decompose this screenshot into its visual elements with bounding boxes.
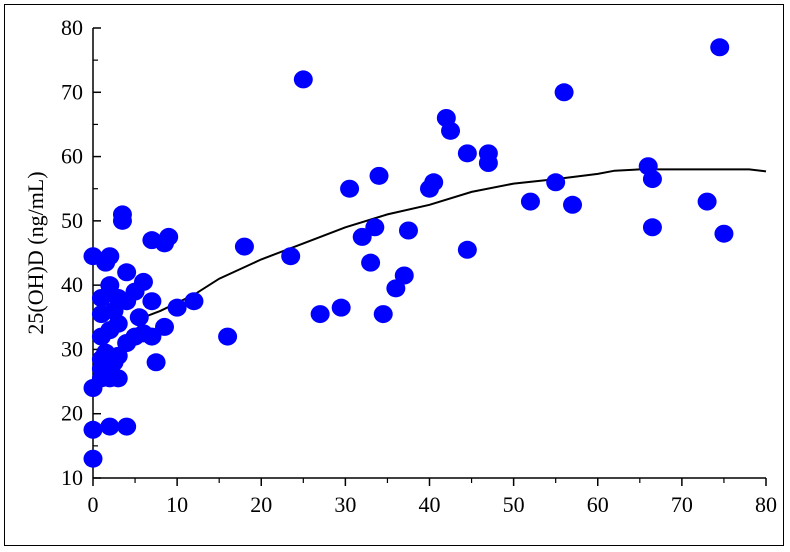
y-tick-label: 70 xyxy=(61,79,83,104)
y-axis: 10 20 30 40 50 60 70 80 xyxy=(61,15,101,490)
data-point xyxy=(108,314,128,333)
data-point xyxy=(146,353,166,372)
x-tick-label: 40 xyxy=(419,492,441,517)
data-point xyxy=(697,192,717,211)
data-point xyxy=(563,195,583,214)
data-point xyxy=(117,263,137,282)
data-point xyxy=(108,369,128,388)
data-point xyxy=(331,298,351,317)
data-point xyxy=(546,173,566,192)
data-point xyxy=(234,237,254,256)
x-tick-label: 30 xyxy=(334,492,356,517)
data-point xyxy=(91,289,111,307)
trend-curve-layer xyxy=(134,168,767,322)
data-point xyxy=(714,224,734,243)
data-point xyxy=(129,308,149,327)
y-tick-label: 10 xyxy=(61,465,83,490)
data-point xyxy=(100,247,120,266)
data-point xyxy=(83,449,103,468)
data-point xyxy=(365,218,385,237)
data-point xyxy=(710,38,730,57)
y-tick-label: 80 xyxy=(61,15,83,40)
x-tick-label: 20 xyxy=(250,492,272,517)
data-point xyxy=(218,327,238,346)
data-point xyxy=(352,227,372,246)
data-point xyxy=(361,253,381,272)
data-point xyxy=(184,292,204,311)
x-tick-label: 80 xyxy=(755,492,777,517)
data-point xyxy=(398,221,418,240)
data-point xyxy=(642,218,662,237)
x-tick-label: 50 xyxy=(503,492,525,517)
x-tick-label: 60 xyxy=(587,492,609,517)
data-point xyxy=(394,266,414,285)
y-axis-title: 25(OH)D (ng/mL) xyxy=(23,171,48,334)
data-point xyxy=(83,420,103,439)
data-point xyxy=(281,247,301,266)
data-point xyxy=(386,279,406,298)
y-tick-label: 20 xyxy=(61,401,83,426)
data-point xyxy=(373,305,393,324)
data-point xyxy=(478,154,498,172)
data-point xyxy=(167,298,187,317)
data-point xyxy=(369,166,389,185)
data-point xyxy=(554,83,574,102)
data-point xyxy=(424,173,444,192)
y-tick-label: 30 xyxy=(61,336,83,361)
data-point xyxy=(457,144,477,163)
data-point xyxy=(520,192,540,211)
trend-curve xyxy=(134,168,767,322)
data-point xyxy=(117,417,137,436)
y-tick-label: 50 xyxy=(61,208,83,233)
data-point xyxy=(310,305,330,324)
data-point xyxy=(142,292,162,311)
x-tick-label: 70 xyxy=(671,492,693,517)
y-tick-label: 40 xyxy=(61,272,83,297)
data-point xyxy=(159,227,179,246)
data-point xyxy=(155,317,175,336)
data-point xyxy=(142,327,162,346)
data-point xyxy=(642,170,662,189)
data-point xyxy=(293,70,313,89)
data-point xyxy=(441,121,461,140)
data-point xyxy=(112,211,132,230)
data-point xyxy=(100,417,120,436)
data-point xyxy=(133,272,153,291)
x-axis: 0 10 20 30 40 50 60 70 80 xyxy=(88,477,777,517)
data-points-layer xyxy=(83,38,734,468)
x-tick-label: 0 xyxy=(88,492,99,517)
chart-frame: 10 20 30 40 50 60 70 80 0 10 20 30 40 50 60 70 80 25(OH… xyxy=(4,4,784,546)
x-tick-label: 10 xyxy=(166,492,188,517)
data-point xyxy=(457,240,477,259)
data-point xyxy=(340,179,360,198)
y-tick-label: 60 xyxy=(61,144,83,169)
data-point xyxy=(108,346,128,365)
data-point xyxy=(100,276,120,295)
